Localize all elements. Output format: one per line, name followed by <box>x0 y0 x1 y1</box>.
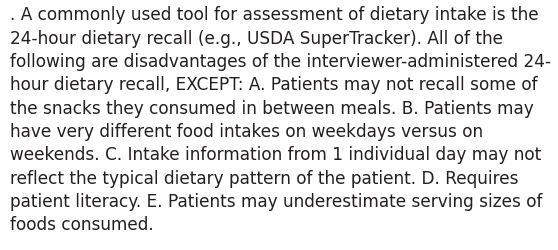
Text: . A commonly used tool for assessment of dietary intake is the
24-hour dietary r: . A commonly used tool for assessment of… <box>10 6 551 233</box>
